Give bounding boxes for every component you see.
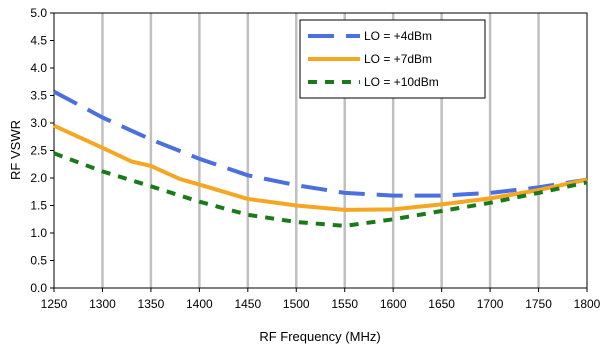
x-tick-label: 1800 [574,297,601,311]
y-tick-label: 3.0 [30,116,47,130]
x-tick-label: 1600 [380,297,407,311]
x-tick-label: 1700 [477,297,504,311]
y-tick-label: 1.0 [30,226,47,240]
x-axis-label: RF Frequency (MHz) [259,329,380,344]
legend-label: LO = +10dBm [364,75,439,89]
plot-frame [53,12,588,289]
x-tick-label: 1750 [525,297,552,311]
y-axis-label: RF VSWR [8,120,23,180]
series-line-lo-10dbm [53,151,588,228]
x-tick-label: 1400 [186,297,213,311]
x-tick-label: 1450 [234,297,261,311]
legend: LO = +4dBm LO = +7dBm LO = +10dBm [299,19,486,99]
y-tick-label: 4.5 [30,34,47,48]
y-tick-label: 2.0 [30,171,47,185]
axis-layer: 1250 1300 1350 1400 1450 1500 1550 1600 1650 1700… [30,6,600,311]
legend-label: LO = +4dBm [364,29,432,43]
series-layer [53,89,588,228]
series-line-lo-7dbm [53,123,588,212]
x-tick-label: 1250 [41,297,68,311]
x-tick-label: 1500 [283,297,310,311]
y-tick-label: 0.5 [30,254,47,268]
legend-label: LO = +7dBm [364,52,432,66]
x-tick-label: 1650 [428,297,455,311]
y-tick-label: 3.5 [30,89,47,103]
y-tick-label: 0.0 [30,281,47,295]
series-line-lo-4dbm [53,89,588,198]
x-tick-label: 1350 [138,297,165,311]
y-tick-label: 1.5 [30,199,47,213]
y-tick-label: 2.5 [30,144,47,158]
y-tick-label: 5.0 [30,6,47,20]
y-tick-label: 4.0 [30,61,47,75]
x-tick-label: 1550 [331,297,358,311]
x-tick-label: 1300 [89,297,116,311]
